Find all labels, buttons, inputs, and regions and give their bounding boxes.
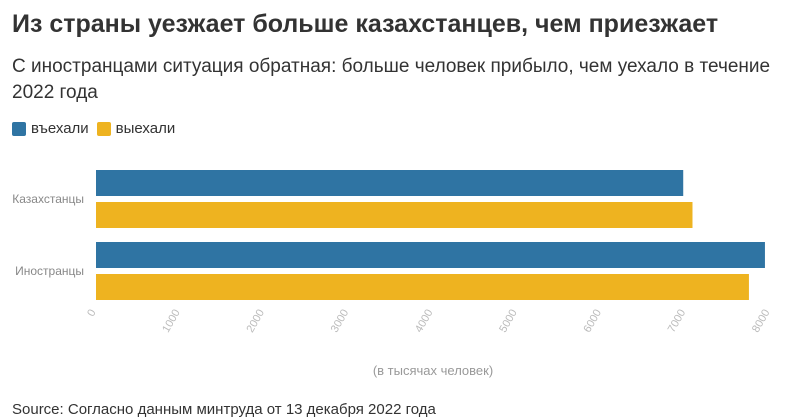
chart-title: Из страны уезжает больше казахстанцев, ч… <box>12 10 719 38</box>
bar-foreigners-arrived <box>96 242 765 268</box>
chart-subtitle: С иностранцами ситуация обратная: больше… <box>12 56 771 103</box>
x-axis-label: (в тысячах человек) <box>373 363 493 378</box>
legend-swatch-arrived <box>12 121 26 136</box>
bar-kazakhstanis-arrived <box>96 170 684 196</box>
category-label: Казахстанцы <box>12 192 84 206</box>
bar-kazakhstanis-departed <box>96 202 693 228</box>
x-tick-label: 1000 <box>160 308 183 335</box>
legend-label-departed: выехали <box>115 120 176 137</box>
legend-swatch-departed <box>96 121 111 136</box>
x-tick-label: 5000 <box>497 308 520 335</box>
legend: въехали выехали <box>12 120 183 137</box>
category-label: Иностранцы <box>15 264 84 278</box>
x-tick-label: 6000 <box>581 308 604 335</box>
legend-item-arrived: въехали <box>12 120 89 137</box>
x-tick-label: 8000 <box>750 308 773 335</box>
x-tick-label: 4000 <box>413 308 436 335</box>
x-tick-label: 3000 <box>329 308 352 335</box>
source-note: Source: Согласно данным минтруда от 13 д… <box>12 401 436 418</box>
bar-foreigners-departed <box>96 274 749 300</box>
x-tick-label: 2000 <box>244 308 267 335</box>
x-tick-label: 7000 <box>666 308 689 335</box>
legend-label-arrived: въехали <box>31 120 89 137</box>
x-tick-label: 0 <box>85 308 98 319</box>
legend-item-departed: выехали <box>96 120 176 137</box>
